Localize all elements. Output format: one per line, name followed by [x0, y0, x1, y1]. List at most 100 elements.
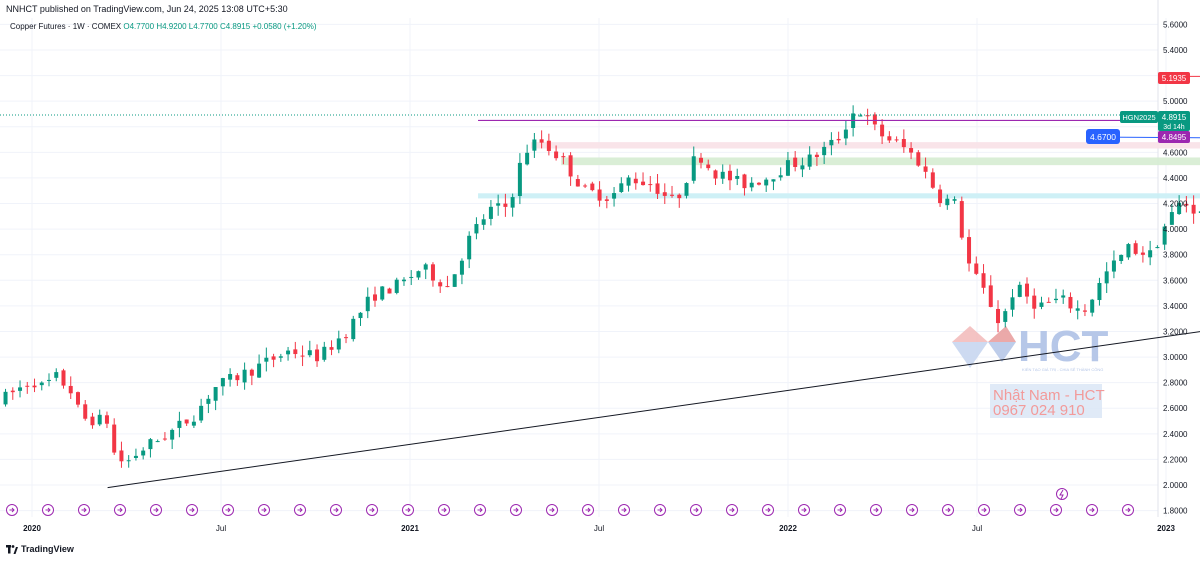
price-axis[interactable]: 5.60005.40005.20005.00004.80004.60004.40… — [1163, 20, 1188, 515]
candle-body — [1119, 254, 1124, 262]
event-arrow-icon — [513, 507, 519, 513]
candle-body — [271, 356, 276, 360]
candle-body — [112, 424, 117, 453]
event-markers[interactable] — [6, 488, 1134, 516]
x-tick-label: 2021 — [401, 524, 419, 533]
candle-body — [401, 279, 406, 282]
candle-body — [257, 363, 262, 378]
x-tick-label: Jul — [216, 524, 226, 533]
y-tick-label: 2.2000 — [1163, 455, 1188, 464]
candle-body — [322, 346, 327, 360]
event-arrow-icon — [801, 507, 807, 513]
resistance-price-tag — [1158, 72, 1190, 84]
event-arrow-icon — [45, 507, 51, 513]
legend-open: O4.7700 — [123, 22, 155, 31]
candle-body — [967, 237, 972, 264]
y-tick-label: 4.4000 — [1163, 174, 1188, 183]
legend-low: L4.7700 — [188, 22, 218, 31]
event-arrow-icon — [585, 507, 591, 513]
candle-body — [901, 139, 906, 148]
candle-body — [358, 312, 363, 319]
zone-green — [561, 157, 1200, 166]
candle-body — [293, 349, 298, 355]
candle-body — [930, 172, 935, 188]
candle-body — [843, 129, 848, 139]
candle-body — [633, 178, 638, 184]
candle-body — [858, 115, 863, 117]
candle-body — [1090, 299, 1095, 313]
candle-body — [836, 138, 841, 141]
time-axis[interactable]: 2020Jul2021Jul2022Jul2023Jul2024Jul2025J… — [23, 524, 1200, 533]
candle-body — [18, 387, 23, 391]
candle-body — [1061, 295, 1066, 298]
candle-body — [981, 273, 986, 288]
candle-body — [133, 455, 138, 458]
legend-high: H4.9200 — [156, 22, 187, 31]
candle-body — [365, 296, 370, 312]
y-tick-label: 4.6000 — [1163, 148, 1188, 157]
candle-body — [373, 294, 378, 301]
watermark-tagline: KIẾN TẠO GIÁ TRỊ - CHIA SẺ THÀNH CÔNG — [1022, 367, 1103, 372]
candle-body — [670, 194, 675, 196]
resistance-price-text: 5.1935 — [1162, 74, 1187, 83]
candle-body — [75, 392, 80, 405]
candle-body — [10, 390, 15, 393]
candle-body — [228, 374, 233, 380]
y-tick-label: 3.4000 — [1163, 302, 1188, 311]
candle-body — [177, 420, 182, 428]
candle-body — [583, 185, 588, 187]
legend-close: C4.8915 — [219, 22, 251, 31]
event-arrow-icon — [621, 507, 627, 513]
candle-body — [430, 264, 435, 281]
event-arrow-icon — [729, 507, 735, 513]
event-arrow-icon — [657, 507, 663, 513]
candle-body — [170, 429, 175, 440]
tradingview-footer[interactable]: TradingView — [6, 544, 74, 554]
candle-body — [996, 308, 1001, 324]
candle-body — [1104, 271, 1109, 284]
event-arrow-icon — [1125, 507, 1131, 513]
candle-body — [344, 337, 349, 339]
candle-body — [39, 382, 44, 386]
legend-change: +0.0580 (+1.20%) — [252, 22, 317, 31]
candle-body — [677, 194, 682, 199]
candle-body — [336, 338, 341, 350]
publisher-header: NNHCT published on TradingView.com, Jun … — [6, 4, 288, 14]
candle-body — [459, 260, 464, 275]
watermark-phone: 0967 024 910 — [993, 402, 1085, 419]
candle-body — [184, 419, 189, 424]
x-tick-label: Jul — [972, 524, 982, 533]
candle-body — [474, 224, 479, 234]
candle-body — [264, 357, 269, 362]
candle-body — [1097, 282, 1102, 301]
event-arrow-icon — [549, 507, 555, 513]
candle-body — [351, 318, 356, 340]
y-tick-label: 5.4000 — [1163, 46, 1188, 55]
candle-body — [880, 124, 885, 137]
candle-body — [1177, 202, 1182, 215]
candle-body — [1140, 252, 1145, 255]
last-price-tag — [1158, 111, 1190, 131]
candle-body — [1053, 298, 1058, 301]
event-arrow-icon — [765, 507, 771, 513]
candle-body — [213, 387, 218, 401]
candle-body — [525, 152, 530, 165]
candle-body — [785, 160, 790, 176]
zone-cyan — [478, 193, 1200, 199]
candle-body — [445, 286, 450, 288]
hct-logo-bottom-icon — [952, 342, 988, 368]
candlestick-series — [3, 105, 1200, 468]
y-tick-label: 1.8000 — [1163, 507, 1188, 516]
candle-body — [286, 350, 291, 355]
y-tick-label: 2.0000 — [1163, 481, 1188, 490]
candle-body — [720, 171, 725, 179]
event-arrow-icon — [117, 507, 123, 513]
event-arrow-icon — [1053, 507, 1059, 513]
candle-body — [814, 154, 819, 158]
event-arrow-icon — [873, 507, 879, 513]
candle-body — [561, 156, 566, 158]
symbol-tag-text: HGN2025 — [1122, 113, 1155, 122]
candle-body — [1010, 297, 1015, 310]
candle-body — [909, 148, 914, 153]
